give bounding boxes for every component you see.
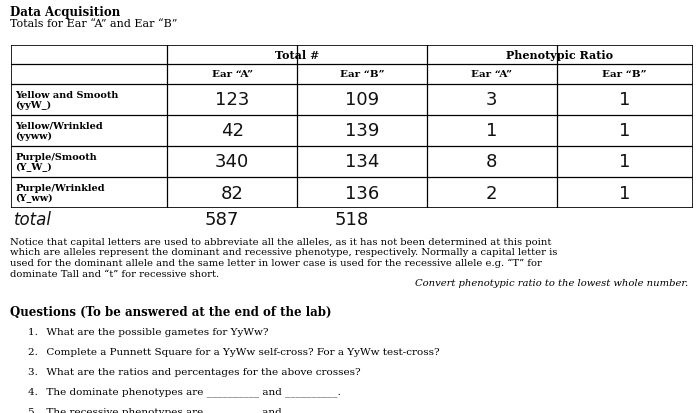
Text: Ear “B”: Ear “B” xyxy=(340,70,384,79)
Text: 5.  The recessive phenotypes are __________ and: 5. The recessive phenotypes are ________… xyxy=(28,406,281,413)
Text: 1.  What are the possible gametes for YyWw?: 1. What are the possible gametes for YyW… xyxy=(28,327,269,336)
Text: 1: 1 xyxy=(619,91,631,109)
Text: Total #: Total # xyxy=(275,50,319,61)
Text: 1: 1 xyxy=(619,184,631,202)
Text: Totals for Ear “A” and Ear “B”: Totals for Ear “A” and Ear “B” xyxy=(10,19,178,28)
Text: 123: 123 xyxy=(215,91,249,109)
Text: Yellow and Smooth
(yyW_): Yellow and Smooth (yyW_) xyxy=(15,90,119,110)
Text: Purple/Wrinkled
(Y_ww): Purple/Wrinkled (Y_ww) xyxy=(15,183,105,203)
Text: 587: 587 xyxy=(205,211,239,228)
Text: 340: 340 xyxy=(215,153,249,171)
Text: 8: 8 xyxy=(486,153,497,171)
Text: Phenotypic Ratio: Phenotypic Ratio xyxy=(506,50,613,61)
Text: 139: 139 xyxy=(345,122,379,140)
Text: 2: 2 xyxy=(486,184,498,202)
Text: total: total xyxy=(14,211,52,228)
Text: 82: 82 xyxy=(221,184,244,202)
Text: Purple/Smooth
(Y_W_): Purple/Smooth (Y_W_) xyxy=(15,152,97,172)
Text: 1: 1 xyxy=(486,122,497,140)
Text: Yellow/Wrinkled
(yyww): Yellow/Wrinkled (yyww) xyxy=(15,121,103,141)
Text: Data Acquisition: Data Acquisition xyxy=(10,6,120,19)
Text: 4.  The dominate phenotypes are __________ and __________.: 4. The dominate phenotypes are _________… xyxy=(28,387,341,396)
Text: Convert phenotypic ratio to the lowest whole number.: Convert phenotypic ratio to the lowest w… xyxy=(415,278,688,287)
Text: 518: 518 xyxy=(335,211,369,228)
Text: 3: 3 xyxy=(486,91,498,109)
Text: 1: 1 xyxy=(619,153,631,171)
Text: 3.  What are the ratios and percentages for the above crosses?: 3. What are the ratios and percentages f… xyxy=(28,367,360,376)
Text: 42: 42 xyxy=(220,122,244,140)
Text: 109: 109 xyxy=(345,91,379,109)
Text: 2.  Complete a Punnett Square for a YyWw self-cross? For a YyWw test-cross?: 2. Complete a Punnett Square for a YyWw … xyxy=(28,347,440,356)
Text: Ear “A”: Ear “A” xyxy=(211,70,253,79)
Text: Questions (To be answered at the end of the lab): Questions (To be answered at the end of … xyxy=(10,306,332,318)
Text: Notice that capital letters are used to abbreviate all the alleles, as it has no: Notice that capital letters are used to … xyxy=(10,237,558,278)
Text: 136: 136 xyxy=(345,184,379,202)
Text: Ear “B”: Ear “B” xyxy=(603,70,647,79)
Text: Ear “A”: Ear “A” xyxy=(471,70,512,79)
Text: 1: 1 xyxy=(619,122,631,140)
Text: 134: 134 xyxy=(345,153,379,171)
